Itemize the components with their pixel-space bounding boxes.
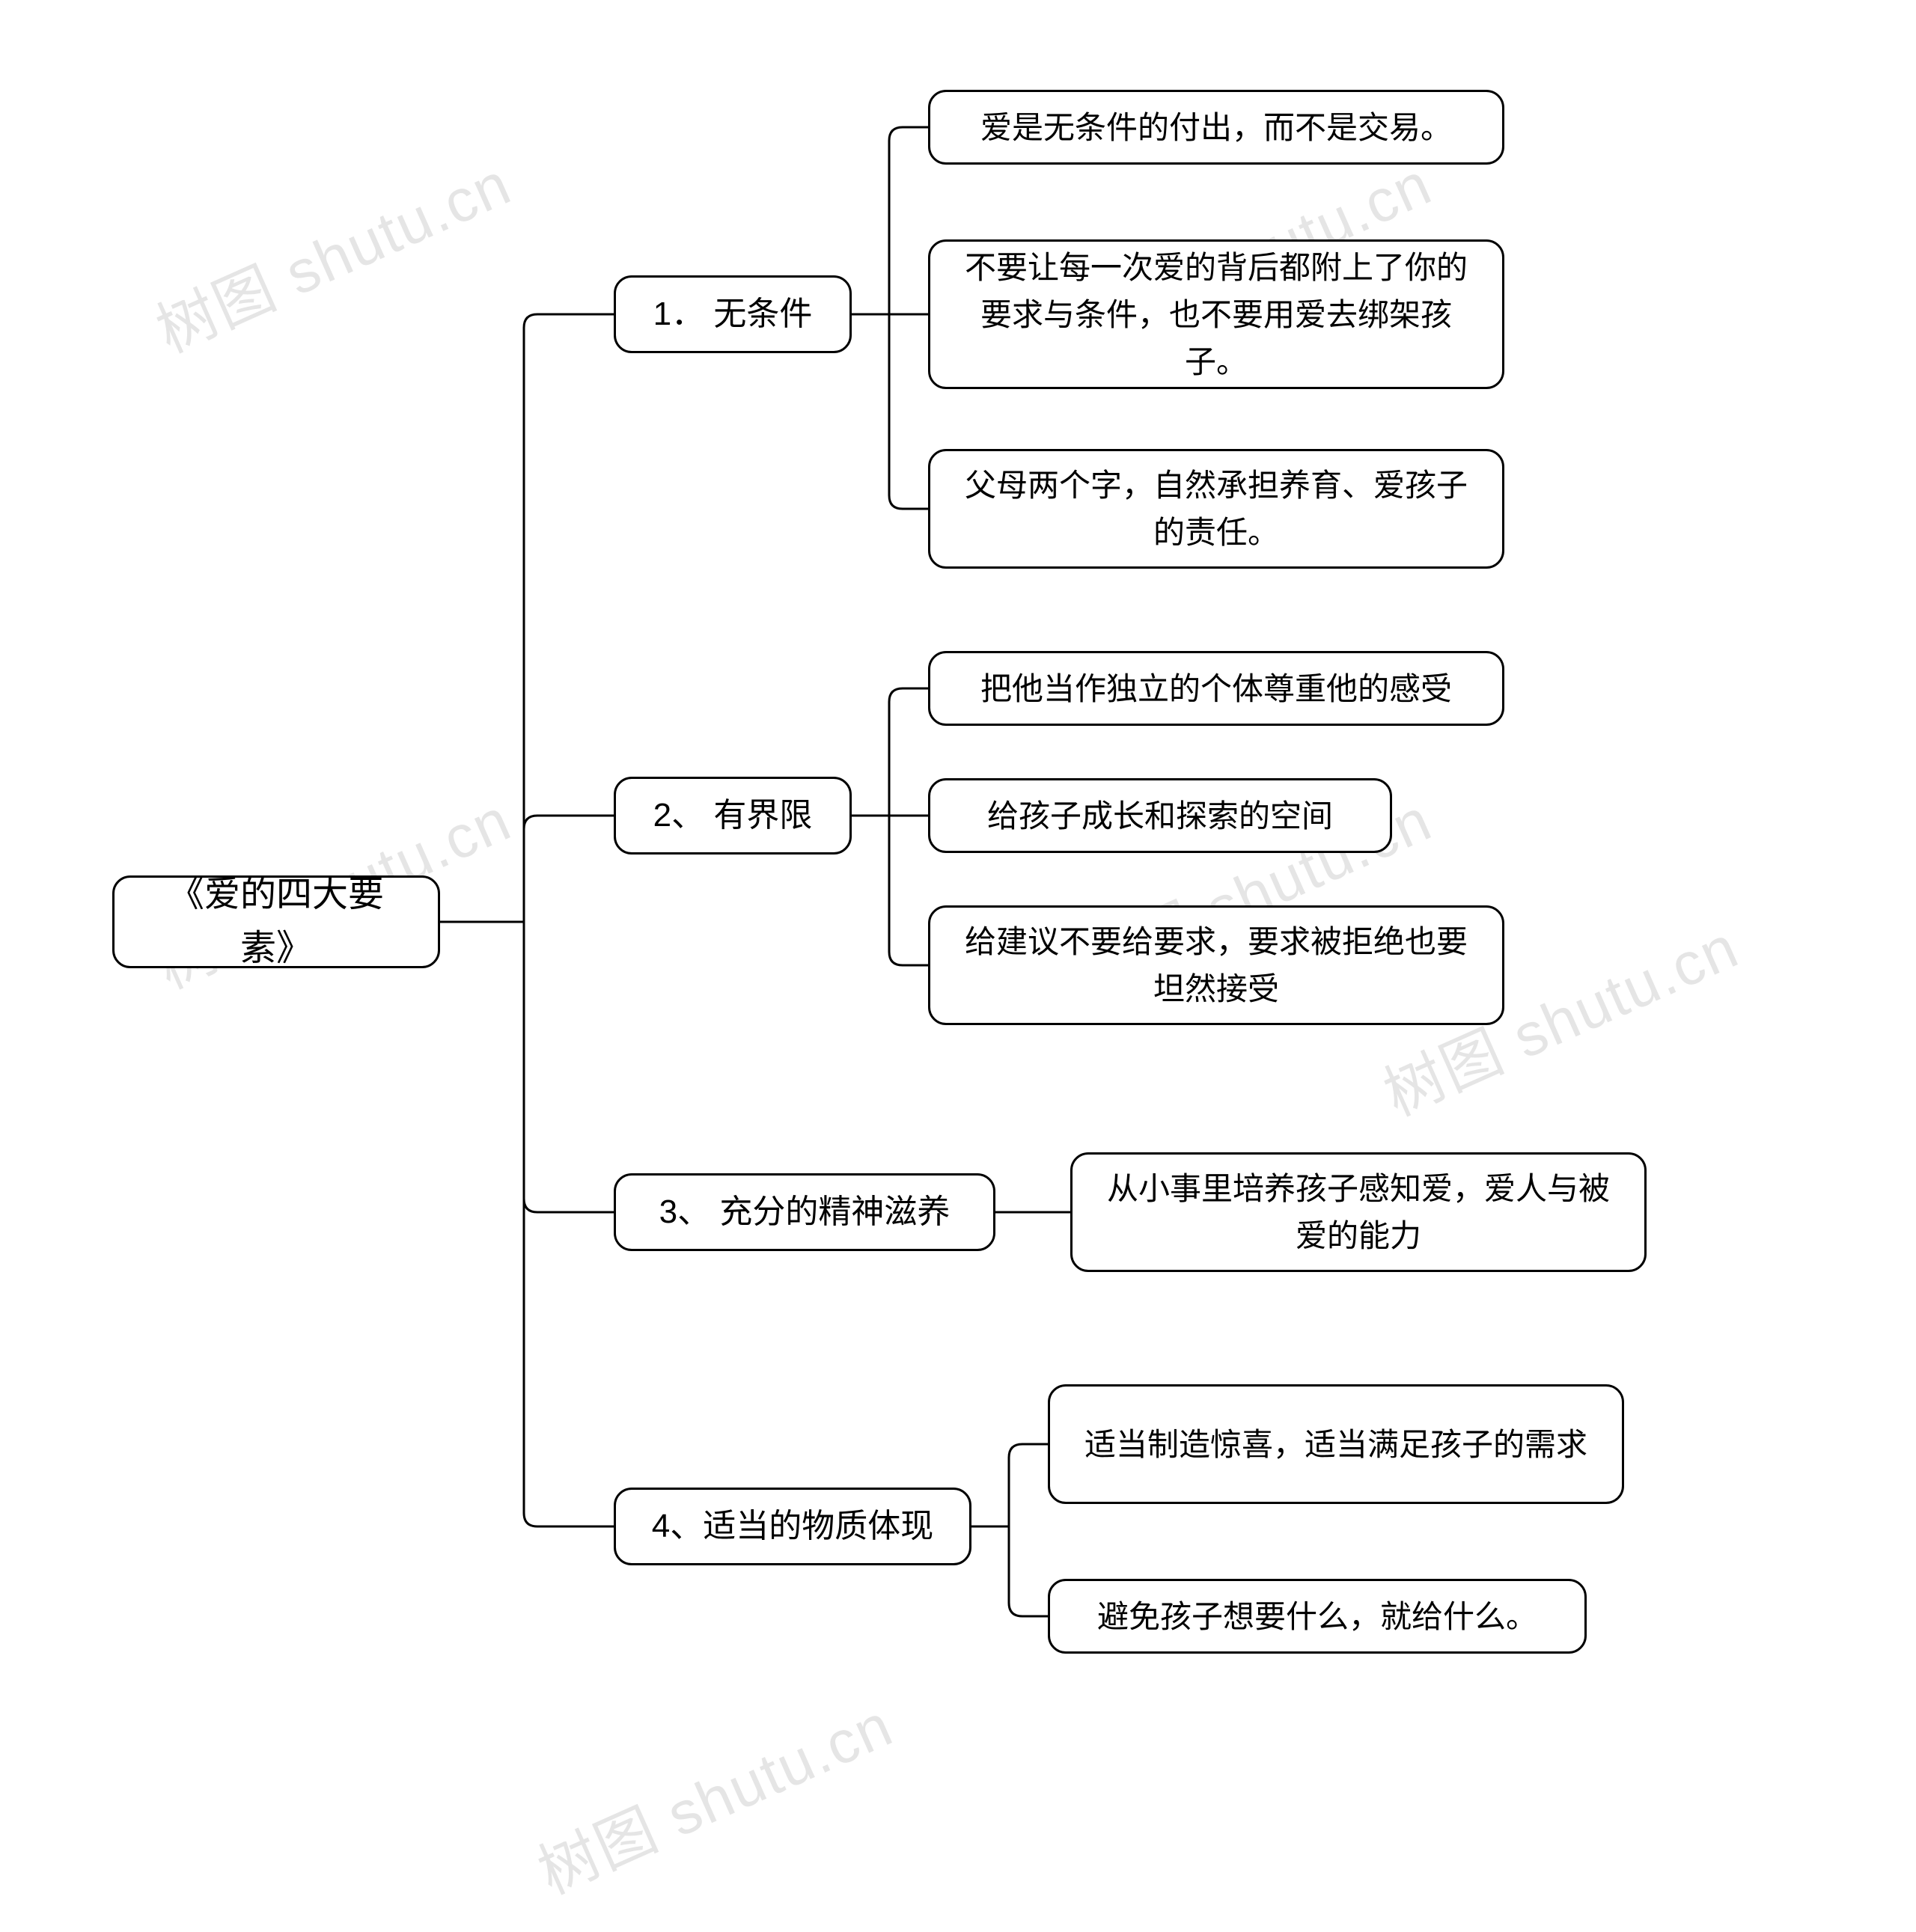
watermark: 树图 shutu.cn — [522, 1678, 904, 1911]
leaf-node-4-2: 避免孩子想要什么，就给什么。 — [1048, 1579, 1587, 1654]
leaf-node-2-2: 给孩子成长和探索的空间 — [928, 778, 1392, 853]
mindmap-canvas: 树图 shutu.cn 树图 shutu.cn 树图 shutu.cn 树图 s… — [0, 0, 1916, 1932]
leaf-node-1-3: 父母两个字，自然承担养育、爱孩子的责任。 — [928, 449, 1504, 569]
leaf-node-1-1: 爱是无条件的付出，而不是交易。 — [928, 90, 1504, 165]
branch-node-1: 1． 无条件 — [614, 275, 852, 353]
branch-node-3: 3、 充分的精神滋养 — [614, 1173, 995, 1251]
watermark: 树图 shutu.cn — [141, 136, 522, 370]
leaf-node-3-1: 从小事里培养孩子感知爱，爱人与被爱的能力 — [1070, 1152, 1647, 1272]
leaf-node-2-3: 给建议不要给要求，要求被拒绝也要坦然接受 — [928, 905, 1504, 1025]
branch-node-2: 2、 有界限 — [614, 777, 852, 855]
leaf-node-4-1: 适当制造惊喜，适当满足孩子的需求 — [1048, 1384, 1624, 1504]
root-node: 《爱的四大要素》 — [112, 875, 440, 968]
branch-node-4: 4、适当的物质体现 — [614, 1488, 971, 1565]
leaf-node-1-2: 不要让每一次爱的背后都附上了你的要求与条件，也不要用爱去绑架孩子。 — [928, 239, 1504, 389]
leaf-node-2-1: 把他当作独立的个体尊重他的感受 — [928, 651, 1504, 726]
